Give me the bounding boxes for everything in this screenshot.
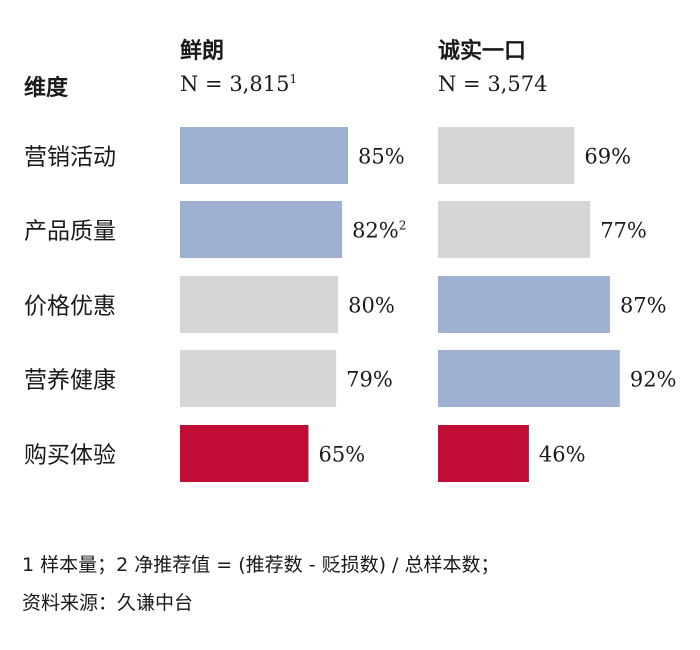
footnote-definitions: 1 样本量；2 净推荐值 = (推荐数 - 贬损数) / 总样本数；	[22, 554, 500, 576]
category-label: 产品质量	[24, 219, 116, 245]
bar	[180, 350, 337, 407]
footnote-source: 资料来源：久谦中台	[22, 592, 194, 614]
category-label: 营养健康	[24, 368, 116, 394]
data-label: 80%	[348, 294, 395, 318]
bar	[180, 276, 339, 333]
data-label: 92%	[630, 368, 677, 392]
bar	[180, 127, 348, 184]
data-label: 65%	[318, 443, 365, 467]
bar	[438, 425, 529, 482]
data-label: 77%	[600, 219, 647, 243]
bar	[438, 276, 610, 333]
data-label: 79%	[346, 368, 393, 392]
data-label: 69%	[584, 145, 631, 169]
bar	[438, 201, 591, 258]
bar	[180, 201, 343, 258]
sample-size-label: N = 3,8151	[180, 72, 297, 96]
data-label: 46%	[539, 443, 586, 467]
bar	[438, 350, 620, 407]
series-title: 诚实一口	[438, 38, 526, 64]
sample-size-label: N = 3,574	[438, 72, 547, 96]
bar	[438, 127, 575, 184]
category-label: 购买体验	[24, 443, 116, 469]
sample-size-footnote-mark: 1	[289, 72, 297, 86]
dimension-header: 维度	[24, 75, 69, 101]
data-label: 85%	[358, 145, 405, 169]
category-label: 营销活动	[24, 145, 116, 171]
bar	[180, 425, 309, 482]
category-label: 价格优惠	[24, 294, 116, 320]
series-title: 鲜朗	[180, 39, 224, 64]
data-label: 87%	[620, 294, 667, 318]
data-label: 82%2	[352, 219, 406, 243]
data-label-footnote-mark: 2	[399, 219, 407, 233]
